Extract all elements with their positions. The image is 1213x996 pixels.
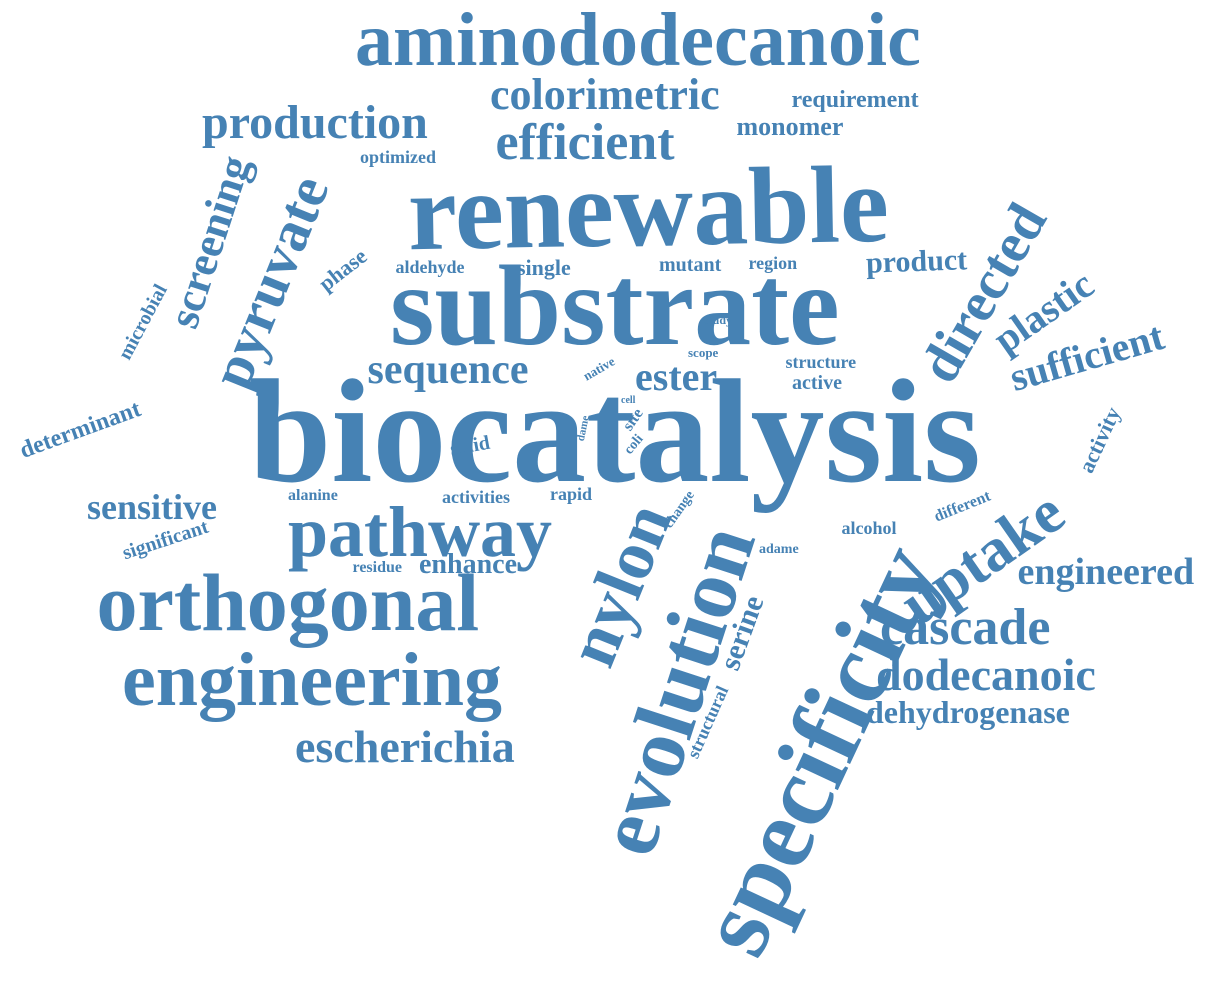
word-study: study xyxy=(704,313,733,327)
word-requirement: requirement xyxy=(791,87,919,113)
word-mutant: mutant xyxy=(659,254,722,276)
word-region: region xyxy=(748,253,798,273)
word-optimized: optimized xyxy=(360,147,436,167)
word-colorimetric: colorimetric xyxy=(490,70,720,119)
word-active: active xyxy=(792,372,842,394)
word-dodecanoic: dodecanoic xyxy=(876,649,1096,700)
word-engineering: engineering xyxy=(122,638,502,722)
word-structure: structure xyxy=(785,352,857,372)
word-product: product xyxy=(864,243,968,280)
word-cell: cell xyxy=(621,395,636,406)
word-single: single xyxy=(517,255,571,280)
word-efficient: efficient xyxy=(495,114,675,171)
word-aldehyde: aldehyde xyxy=(395,257,465,277)
word-ester: ester xyxy=(635,354,718,399)
word-substrate: substrate xyxy=(390,242,840,369)
word-biocatalysis: biocatalysis xyxy=(249,350,981,514)
word-monomer: monomer xyxy=(736,112,844,141)
word-activities: activities xyxy=(442,487,510,507)
word-rapid: rapid xyxy=(550,484,593,504)
word-pathway: pathway xyxy=(288,492,553,572)
word-orthogonal: orthogonal xyxy=(96,557,480,648)
word-dehydrogenase: dehydrogenase xyxy=(866,694,1070,730)
word-engineered: engineered xyxy=(1017,551,1195,593)
word-production: production xyxy=(202,96,428,149)
word-phase: phase xyxy=(313,243,372,297)
word-residue: residue xyxy=(352,559,402,576)
word-sequence: sequence xyxy=(367,347,529,393)
word-cascade: cascade xyxy=(880,599,1051,656)
word-alcohol: alcohol xyxy=(841,518,897,538)
word-scope: scope xyxy=(688,344,719,360)
word-determinant: determinant xyxy=(15,396,144,464)
word-adame: adame xyxy=(759,542,799,557)
word-activity: activity xyxy=(1073,402,1126,477)
word-enhance: enhance xyxy=(419,549,517,580)
word-sensitive: sensitive xyxy=(87,487,217,527)
word-microbial: microbial xyxy=(114,280,172,364)
word-escherichia: escherichia xyxy=(295,721,515,772)
word-aminododecanoic: aminododecanoic xyxy=(355,0,921,82)
word-alanine: alanine xyxy=(288,487,338,504)
